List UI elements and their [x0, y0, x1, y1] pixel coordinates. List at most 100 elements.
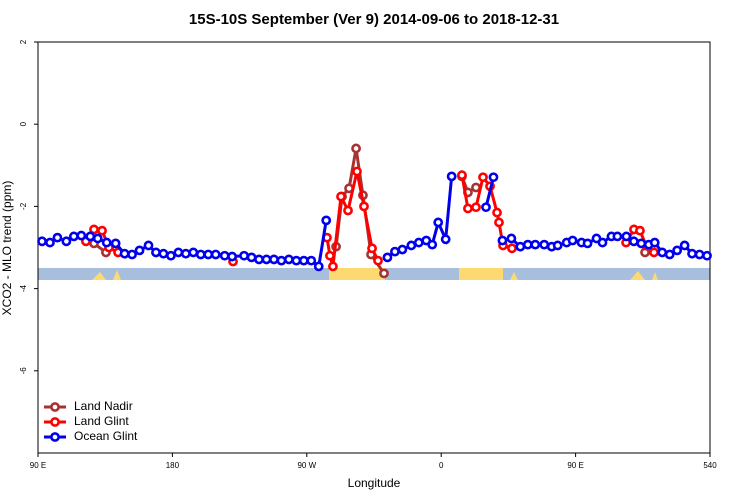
data-point: [269, 254, 279, 265]
data-point: [158, 248, 169, 259]
data-point: [239, 250, 249, 261]
data-point: [276, 255, 287, 266]
data-point: [440, 234, 451, 245]
data-point: [427, 239, 438, 250]
data-point: [446, 171, 457, 182]
data-point: [180, 248, 191, 259]
data-point: [359, 201, 369, 212]
legend-swatch-point: [50, 402, 60, 412]
x-tick-label: 90 E: [567, 461, 583, 470]
y-tick-label: -6: [19, 367, 28, 375]
data-point: [694, 249, 705, 260]
data-point: [628, 236, 639, 247]
data-point: [635, 225, 645, 236]
data-point: [539, 239, 550, 250]
y-axis-label: XCO2 - MLO trend (ppm): [0, 181, 14, 316]
data-point: [687, 248, 697, 259]
legend-label: Ocean Glint: [74, 429, 138, 443]
data-point: [246, 252, 257, 263]
data-point: [413, 237, 424, 248]
data-point: [85, 231, 96, 242]
data-point: [636, 238, 647, 249]
data-point: [488, 172, 499, 183]
data-point: [37, 236, 47, 247]
data-point: [227, 251, 238, 262]
legend-swatch-point: [50, 417, 60, 427]
data-point: [612, 231, 623, 242]
data-point: [101, 237, 112, 248]
data-point: [352, 166, 362, 177]
data-point: [313, 261, 324, 272]
data-point: [494, 217, 504, 228]
data-point: [61, 236, 72, 247]
data-point: [515, 241, 526, 252]
x-tick-label: 0: [439, 461, 444, 470]
data-point: [143, 240, 154, 251]
data-point: [134, 245, 145, 256]
data-point: [92, 233, 103, 244]
data-point: [336, 191, 346, 202]
data-point: [219, 250, 230, 261]
data-point: [203, 249, 214, 260]
data-point: [506, 233, 517, 244]
data-point: [351, 143, 361, 154]
data-point: [649, 247, 659, 258]
data-point: [457, 170, 467, 181]
data-point: [379, 268, 389, 279]
data-point: [382, 252, 393, 263]
data-point: [321, 215, 332, 226]
data-point: [433, 217, 444, 228]
data-point: [471, 202, 481, 213]
data-point: [68, 231, 79, 242]
data-point: [325, 250, 335, 261]
chart-title: 15S-10S September (Ver 9) 2014-09-06 to …: [189, 11, 559, 28]
data-point: [406, 240, 417, 251]
data-point: [76, 230, 87, 241]
data-point: [367, 243, 377, 254]
data-point: [151, 247, 161, 258]
data-point: [52, 232, 63, 243]
data-point: [522, 239, 533, 250]
data-point: [110, 238, 121, 249]
data-point: [306, 255, 317, 266]
data-point: [291, 255, 302, 266]
data-point: [254, 254, 264, 265]
data-point: [679, 240, 690, 251]
data-point: [373, 255, 383, 266]
data-point: [127, 249, 137, 260]
data-point: [45, 237, 55, 248]
data-point: [582, 238, 593, 249]
data-point: [672, 245, 683, 256]
data-point: [188, 247, 199, 258]
data-point: [298, 255, 309, 266]
data-point: [210, 249, 221, 260]
x-tick-label: 540: [703, 461, 717, 470]
y-tick-label: -4: [19, 284, 28, 292]
legend-swatch-point: [50, 432, 60, 442]
data-point: [567, 235, 578, 246]
y-tick-label: -2: [19, 202, 28, 210]
data-point: [621, 231, 632, 242]
data-point: [649, 237, 660, 248]
data-point: [597, 237, 608, 248]
data-point: [166, 250, 176, 261]
legend-label: Land Nadir: [74, 399, 133, 413]
data-point: [328, 261, 338, 272]
x-tick-label: 180: [166, 461, 180, 470]
y-tick-label: 0: [19, 121, 28, 126]
x-axis-label: Longitude: [348, 476, 401, 490]
data-point: [497, 235, 508, 246]
data-point: [552, 240, 563, 251]
data-point: [478, 172, 488, 183]
plot-frame: [37, 41, 711, 454]
legend-label: Land Glint: [74, 414, 129, 428]
data-point: [397, 244, 408, 255]
data-point: [481, 202, 491, 213]
data-point: [664, 249, 675, 260]
data-point: [97, 225, 107, 236]
data-point: [657, 247, 668, 258]
data-point: [702, 250, 712, 261]
data-point: [261, 254, 272, 265]
data-point: [119, 248, 130, 259]
